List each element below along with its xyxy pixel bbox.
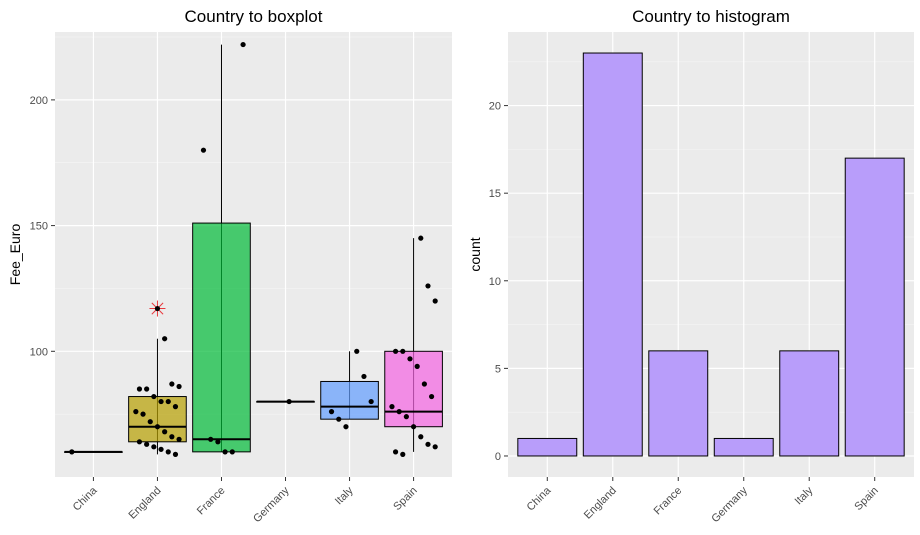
- bar-china: [517, 437, 578, 457]
- jitter-point: [151, 444, 157, 450]
- x-tick-label: Spain: [852, 485, 880, 513]
- jitter-point: [389, 404, 395, 410]
- jitter-point: [229, 449, 235, 455]
- jitter-point: [176, 436, 182, 442]
- jitter-point: [240, 41, 246, 48]
- bar-france: [648, 350, 709, 457]
- jitter-point: [414, 363, 420, 369]
- jitter-point: [208, 436, 214, 442]
- jitter-point: [354, 348, 360, 354]
- x-tick-label: Italy: [793, 484, 816, 507]
- y-tick-label: 10: [489, 276, 501, 288]
- y-axis-title: count: [467, 237, 483, 271]
- x-tick-label: China: [71, 484, 100, 513]
- histogram-panel: 0 5 10 15 20 China England France Germany Italy Sp…: [467, 7, 914, 525]
- bar-england: [582, 52, 643, 457]
- jitter-point: [144, 441, 150, 447]
- boxplot-panel: 100 150 200 China England France Germany Italy S…: [7, 7, 452, 525]
- jitter-point: [432, 298, 438, 304]
- bar-germany: [713, 437, 774, 457]
- box-france: [192, 222, 251, 453]
- jitter-point: [140, 411, 146, 417]
- jitter-point: [432, 444, 438, 450]
- jitter-point: [222, 449, 228, 455]
- x-tick-label: China: [525, 484, 554, 513]
- y-tick-label: 200: [30, 95, 48, 107]
- y-tick-label: 5: [495, 363, 501, 375]
- jitter-point: [400, 348, 406, 354]
- x-tick-label: England: [127, 485, 164, 522]
- jitter-point: [176, 383, 182, 390]
- jitter-point: [172, 451, 179, 457]
- jitter-point: [343, 424, 349, 430]
- jitter-point: [400, 451, 406, 457]
- jitter-point: [136, 439, 143, 445]
- y-tick-label: 15: [489, 188, 501, 200]
- y-tick-label: 0: [495, 451, 501, 463]
- jitter-point: [169, 434, 175, 440]
- y-tick-label: 100: [30, 346, 48, 358]
- jitter-point: [425, 441, 431, 447]
- jitter-point: [165, 449, 171, 455]
- jitter-point: [162, 429, 168, 435]
- x-tick-label: Spain: [391, 485, 419, 513]
- jitter-point: [428, 393, 435, 400]
- x-tick-label: Germany: [251, 484, 292, 525]
- x-tick-label: France: [652, 485, 685, 518]
- x-tick-label: England: [582, 485, 619, 522]
- jitter-point: [418, 235, 424, 241]
- jitter-point: [396, 409, 402, 415]
- jitter-point: [200, 147, 207, 153]
- chart-title: Country to histogram: [632, 7, 790, 26]
- jitter-point: [418, 434, 424, 440]
- jitter-point: [136, 386, 143, 392]
- jitter-point: [147, 419, 153, 425]
- y-tick-label: 150: [30, 221, 48, 233]
- jitter-point: [144, 386, 150, 392]
- x-tick-label: Germany: [709, 484, 750, 525]
- y-tick-label: 20: [489, 101, 501, 113]
- x-tick-label: France: [195, 485, 228, 518]
- jitter-point: [421, 381, 427, 387]
- jitter-point: [151, 393, 157, 400]
- chart-title: Country to boxplot: [185, 7, 323, 26]
- y-axis-title: Fee_Euro: [7, 224, 23, 286]
- bar-italy: [779, 350, 840, 457]
- jitter-point: [286, 398, 292, 405]
- jitter-point: [425, 283, 431, 289]
- jitter-point: [154, 305, 161, 312]
- jitter-point: [169, 381, 175, 387]
- jitter-point: [69, 449, 75, 455]
- jitter-point: [407, 356, 413, 362]
- box-england: [128, 396, 187, 443]
- jitter-point: [410, 424, 417, 430]
- jitter-point: [368, 398, 374, 405]
- jitter-point: [392, 348, 399, 354]
- jitter-point: [158, 446, 164, 452]
- jitter-point: [154, 424, 161, 430]
- jitter-point: [165, 398, 171, 405]
- jitter-point: [403, 414, 409, 420]
- bar-spain: [844, 157, 905, 457]
- jitter-point: [328, 409, 335, 415]
- jitter-point: [158, 398, 164, 405]
- jitter-point: [162, 336, 168, 342]
- x-tick-label: Italy: [333, 484, 356, 507]
- jitter-point: [172, 404, 179, 410]
- jitter-point: [361, 373, 367, 380]
- jitter-point: [336, 416, 342, 422]
- jitter-point: [133, 409, 139, 415]
- box-spain: [384, 350, 443, 428]
- jitter-point: [392, 449, 399, 455]
- jitter-point: [215, 439, 221, 445]
